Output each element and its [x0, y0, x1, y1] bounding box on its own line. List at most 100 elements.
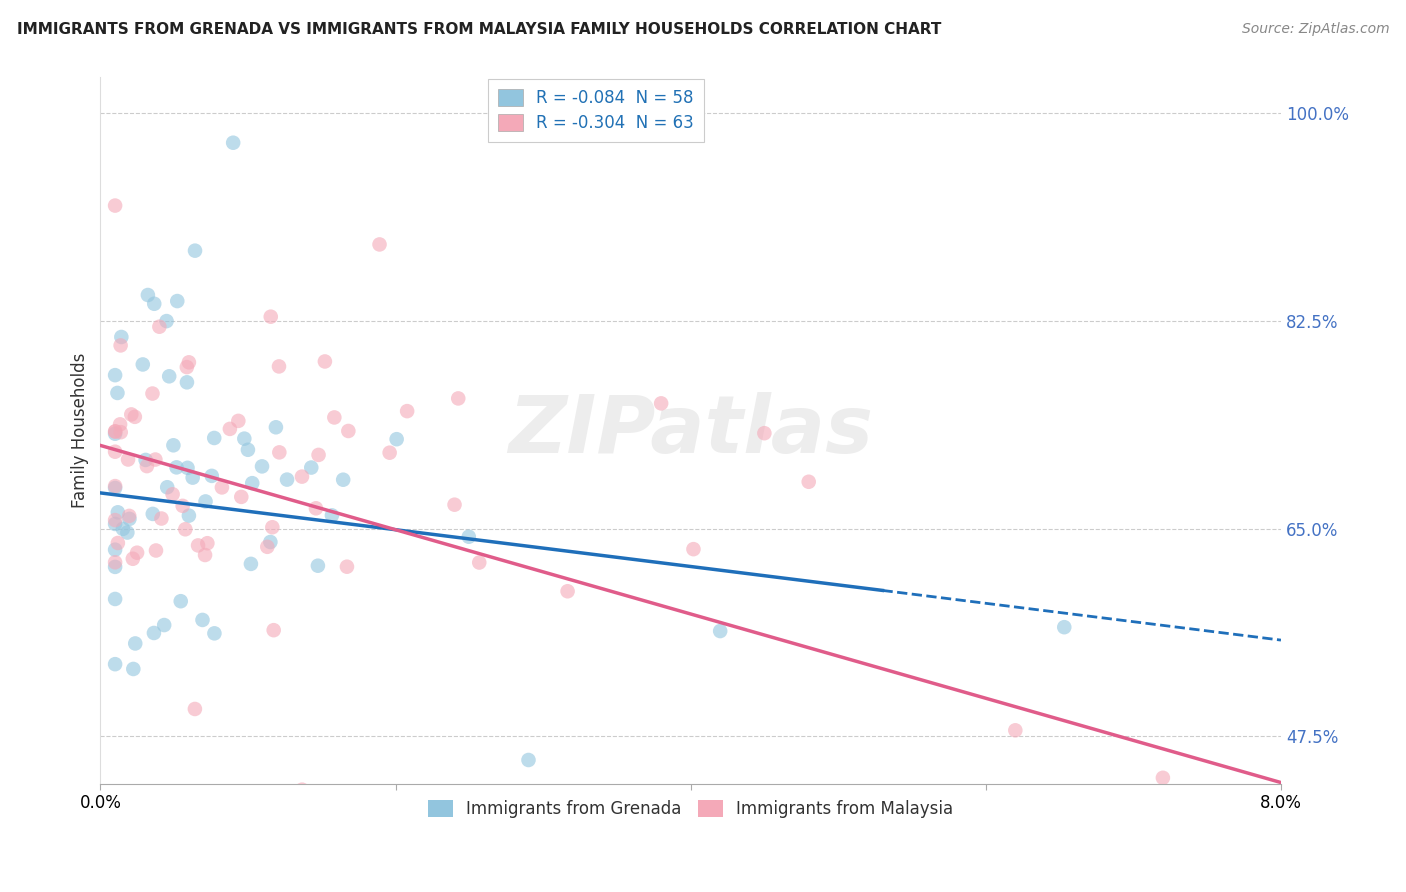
Point — [148, 319, 170, 334]
Point — [194, 494, 217, 508]
Point — [323, 410, 346, 425]
Point — [202, 431, 225, 445]
Point — [267, 359, 290, 374]
Point — [194, 548, 217, 562]
Point — [187, 538, 209, 552]
Point — [269, 445, 291, 459]
Point — [143, 297, 166, 311]
Point — [517, 753, 540, 767]
Point — [104, 592, 127, 607]
Point — [104, 424, 127, 438]
Point — [201, 468, 224, 483]
Text: ZIPatlas: ZIPatlas — [508, 392, 873, 469]
Point — [104, 481, 127, 495]
Point — [104, 516, 127, 531]
Point — [127, 546, 149, 560]
Point — [291, 469, 314, 483]
Point — [104, 555, 127, 569]
Point — [368, 237, 391, 252]
Point — [262, 520, 284, 534]
Point — [104, 657, 127, 672]
Point — [264, 420, 287, 434]
Point — [145, 452, 167, 467]
Point — [117, 525, 139, 540]
Point — [1053, 620, 1076, 634]
Point — [321, 508, 343, 523]
Point — [299, 460, 322, 475]
Point — [250, 459, 273, 474]
Point — [104, 560, 127, 574]
Point — [314, 354, 336, 368]
Point — [142, 507, 165, 521]
Point — [145, 543, 167, 558]
Point — [142, 626, 165, 640]
Point — [118, 508, 141, 523]
Point — [307, 558, 329, 573]
Point — [104, 444, 127, 458]
Point — [177, 508, 200, 523]
Point — [107, 536, 129, 550]
Point — [135, 453, 157, 467]
Point — [650, 396, 672, 410]
Point — [228, 414, 250, 428]
Point — [336, 559, 359, 574]
Point — [110, 338, 132, 352]
Point — [104, 198, 127, 212]
Point — [236, 442, 259, 457]
Point — [121, 551, 143, 566]
Point — [263, 623, 285, 637]
Point — [172, 499, 194, 513]
Point — [557, 584, 579, 599]
Point — [191, 613, 214, 627]
Point — [157, 369, 180, 384]
Point — [155, 314, 177, 328]
Point — [122, 662, 145, 676]
Point — [107, 386, 129, 401]
Point — [104, 479, 127, 493]
Point — [107, 505, 129, 519]
Point — [256, 540, 278, 554]
Point — [120, 408, 142, 422]
Point — [291, 782, 314, 797]
Point — [233, 432, 256, 446]
Y-axis label: Family Households: Family Households — [72, 353, 89, 508]
Point — [260, 310, 283, 324]
Point — [136, 288, 159, 302]
Point — [754, 426, 776, 441]
Point — [276, 473, 298, 487]
Point — [204, 626, 226, 640]
Point — [184, 244, 207, 258]
Point — [117, 452, 139, 467]
Point — [166, 294, 188, 309]
Point — [150, 511, 173, 525]
Point — [162, 487, 184, 501]
Point — [176, 460, 198, 475]
Point — [195, 536, 218, 550]
Point — [457, 530, 479, 544]
Text: Source: ZipAtlas.com: Source: ZipAtlas.com — [1241, 22, 1389, 37]
Point — [447, 392, 470, 406]
Point — [104, 426, 127, 441]
Point — [682, 542, 704, 557]
Point — [118, 512, 141, 526]
Point — [709, 624, 731, 638]
Point — [104, 513, 127, 527]
Point — [337, 424, 360, 438]
Point — [135, 459, 157, 474]
Point — [156, 480, 179, 494]
Point — [162, 438, 184, 452]
Point — [240, 476, 263, 491]
Point — [132, 358, 155, 372]
Point — [166, 460, 188, 475]
Text: IMMIGRANTS FROM GRENADA VS IMMIGRANTS FROM MALAYSIA FAMILY HOUSEHOLDS CORRELATIO: IMMIGRANTS FROM GRENADA VS IMMIGRANTS FR… — [17, 22, 941, 37]
Point — [396, 404, 419, 418]
Point — [222, 136, 245, 150]
Point — [231, 490, 253, 504]
Point — [385, 432, 408, 446]
Point — [104, 425, 127, 439]
Point — [104, 542, 127, 557]
Point — [332, 473, 354, 487]
Point — [141, 386, 163, 401]
Point — [378, 446, 401, 460]
Point — [170, 594, 193, 608]
